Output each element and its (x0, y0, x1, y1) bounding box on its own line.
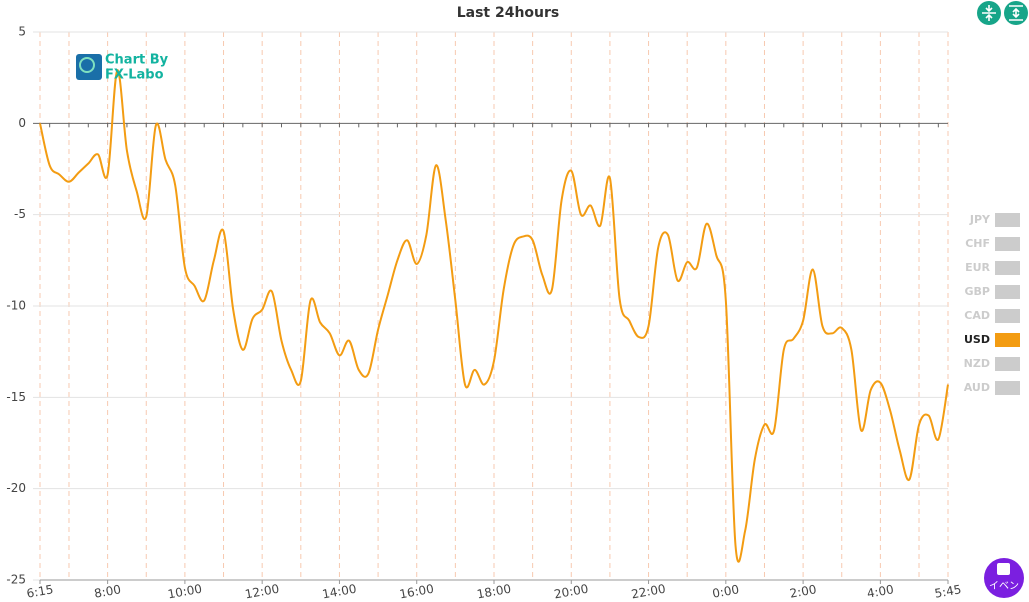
legend-label: GBP (965, 285, 990, 298)
legend-item[interactable]: NZD (964, 357, 1020, 371)
x-tick-label: 20:00 (553, 582, 589, 602)
logo-lens (79, 57, 95, 73)
y-tick-label: -25 (6, 573, 26, 587)
legend-item[interactable]: CHF (965, 237, 1020, 251)
x-tick-label: 2:00 (789, 582, 818, 600)
legend-label: CHF (965, 237, 990, 250)
y-tick-label: 5 (18, 25, 26, 39)
x-tick-label: 22:00 (630, 582, 666, 602)
event-button-label: イベン (989, 580, 1019, 592)
x-tick-label: 12:00 (244, 582, 280, 602)
legend-swatch (995, 261, 1020, 275)
legend-label: EUR (965, 261, 990, 274)
x-tick-label: 14:00 (321, 582, 357, 602)
legend-swatch (995, 333, 1020, 347)
legend-swatch (995, 237, 1020, 251)
legend-item[interactable]: EUR (965, 261, 1020, 275)
legend-item[interactable]: GBP (965, 285, 1020, 299)
toolbar[interactable] (977, 1, 1028, 25)
y-tick-label: -5 (14, 207, 26, 221)
legend-label: AUD (964, 381, 990, 394)
legend-item[interactable]: CAD (964, 309, 1020, 323)
legend-item[interactable]: JPY (969, 213, 1020, 227)
collapse-icon (982, 5, 996, 21)
x-tick-label: 18:00 (476, 582, 512, 602)
legend-item[interactable]: AUD (964, 381, 1020, 395)
x-tick-label: 10:00 (167, 582, 203, 602)
legend-item[interactable]: USD (964, 333, 1020, 347)
legend-swatch (995, 357, 1020, 371)
x-tick-label: 0:00 (711, 582, 740, 600)
chart-title: Last 24hours (457, 5, 560, 21)
legend-label: JPY (969, 213, 991, 226)
legend-swatch (995, 285, 1020, 299)
legend-swatch (995, 381, 1020, 395)
line-series (39, 69, 949, 563)
logo: Chart By FX-Labo (76, 53, 169, 83)
legend-label: USD (964, 333, 990, 346)
y-tick-label: -15 (6, 390, 26, 404)
legend-label: CAD (964, 309, 990, 322)
x-tick-label: 4:00 (866, 582, 895, 600)
calendar-icon (997, 563, 1010, 575)
plot: 5 0 -5 -10 -15 -20 -256:15 8:00 10:00 12:00 14:00 1… (6, 25, 962, 602)
y-tick-label: -20 (6, 481, 26, 495)
event-button-bg[interactable] (984, 558, 1024, 598)
logo-text: Chart By (105, 53, 169, 68)
expand-icon (1009, 5, 1023, 21)
legend-swatch (995, 213, 1020, 227)
y-tick-label: -10 (6, 299, 26, 313)
x-tick-label: 6:15 (25, 582, 54, 600)
event-button[interactable]: イベン (984, 558, 1024, 598)
legend-label: NZD (964, 357, 990, 370)
logo-text: FX-Labo (105, 68, 164, 83)
y-tick-label: 0 (18, 116, 26, 130)
legend-swatch (995, 309, 1020, 323)
x-tick-label: 5:45 (933, 582, 962, 600)
x-tick-label: 16:00 (398, 582, 434, 602)
x-tick-label: 8:00 (93, 582, 122, 600)
